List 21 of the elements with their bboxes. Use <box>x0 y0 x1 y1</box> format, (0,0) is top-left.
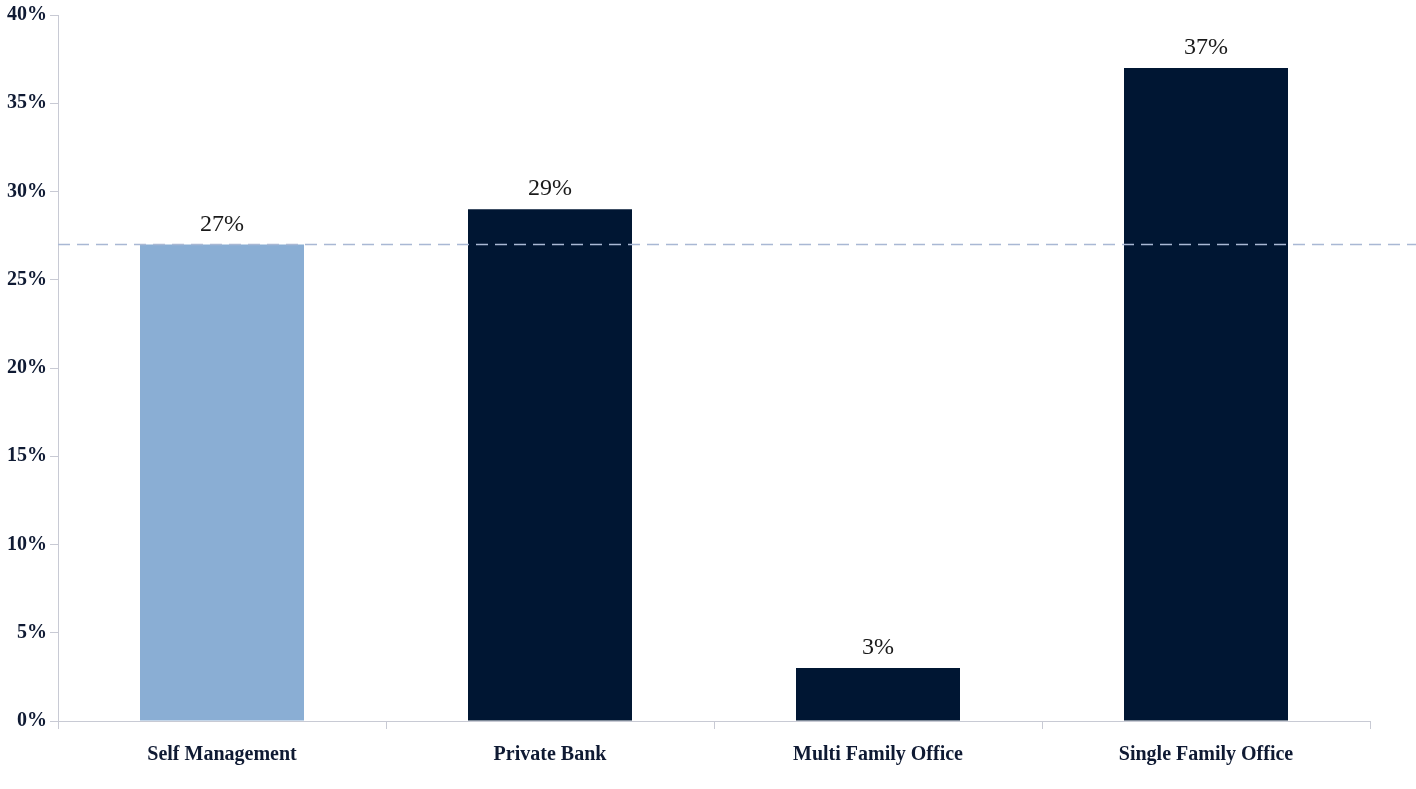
x-tick-label: Multi Family Office <box>793 742 964 766</box>
data-label: 3% <box>862 633 894 660</box>
bar <box>468 209 632 721</box>
y-tick-label: 0% <box>17 708 47 731</box>
data-label: 27% <box>200 209 244 236</box>
y-tick-label: 15% <box>7 443 47 466</box>
y-tick-label: 25% <box>7 266 47 289</box>
y-tick-label: 30% <box>7 178 47 201</box>
bar <box>1124 67 1288 721</box>
y-tick-label: 35% <box>7 90 47 113</box>
y-tick-label: 5% <box>17 619 47 642</box>
data-label: 29% <box>528 174 572 201</box>
y-tick-label: 20% <box>7 355 47 378</box>
x-tick-label: Single Family Office <box>1118 742 1294 766</box>
x-tick-label: Self Management <box>147 742 298 766</box>
y-tick-label: 40% <box>7 2 47 25</box>
data-label: 37% <box>1184 33 1228 60</box>
bar <box>140 244 304 721</box>
bar <box>796 668 960 721</box>
y-tick-label: 10% <box>7 531 47 554</box>
x-tick-label: Private Bank <box>493 742 608 765</box>
